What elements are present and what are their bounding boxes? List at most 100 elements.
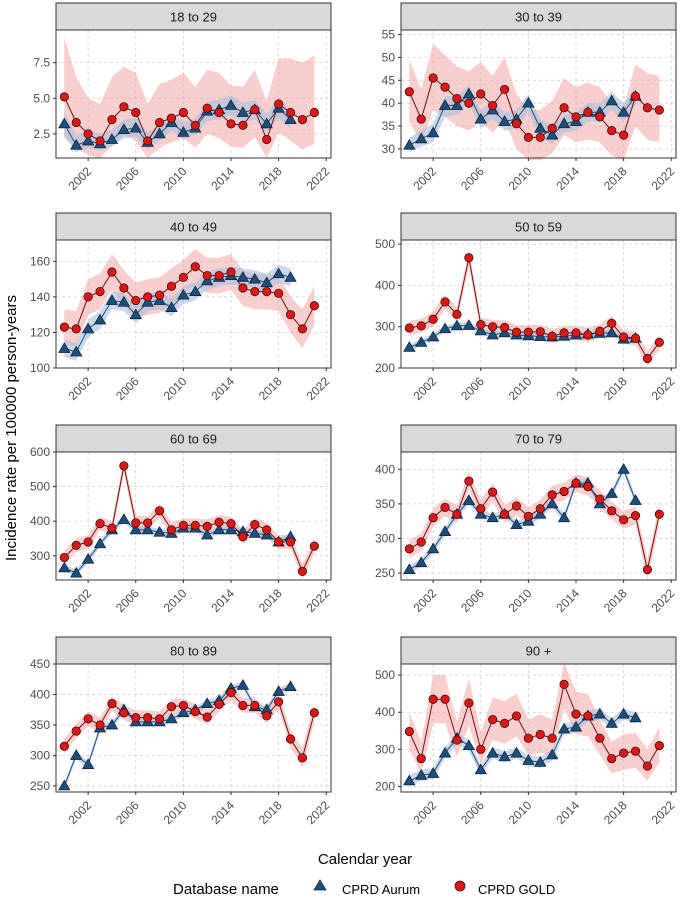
x-tick-label: 2014 — [208, 374, 237, 403]
gold-point-2004 — [107, 699, 117, 709]
aurum-point-2006 — [129, 523, 142, 535]
gold-point-2004 — [107, 115, 117, 125]
y-tick-label: 250 — [30, 779, 50, 793]
aurum-point-2019 — [284, 271, 297, 282]
x-tick-label: 2006 — [458, 586, 487, 615]
aurum-point-2012 — [200, 528, 214, 540]
gold-point-2019 — [630, 91, 641, 101]
gold-point-2020 — [297, 566, 308, 576]
aurum-point-2018 — [617, 105, 630, 117]
aurum-point-2006 — [474, 112, 487, 124]
y-tick-label: 200 — [375, 361, 395, 375]
x-tick-label: 2010 — [506, 586, 535, 615]
aurum-point-2015 — [236, 679, 250, 690]
gold-point-2007 — [488, 100, 498, 111]
gold-point-2008 — [499, 322, 510, 333]
y-tick-label: 300 — [30, 748, 50, 762]
gold-point-2001 — [416, 114, 426, 124]
gold-point-2007 — [143, 518, 153, 528]
aurum-point-2002 — [426, 126, 440, 138]
x-tick-label: 2002 — [410, 374, 439, 403]
gold-point-2012 — [547, 490, 557, 500]
gold-point-2007 — [143, 713, 153, 723]
gold-point-2002 — [428, 73, 438, 83]
gold-point-2018 — [274, 537, 284, 547]
panel-40-to-49: 40 to 49 100 120 140 160 2002 2006 2010 2014 2018… — [30, 212, 333, 403]
gold-point-2018 — [274, 99, 284, 109]
gold-point-2021 — [654, 741, 664, 751]
gold-series-line — [63, 691, 315, 760]
y-tick-label: 45 — [382, 73, 396, 87]
gold-point-2000 — [59, 552, 69, 563]
panel-border — [400, 451, 677, 581]
gold-point-2019 — [630, 746, 641, 756]
y-tick-label: 500 — [375, 668, 395, 682]
aurum-point-2005 — [462, 319, 476, 330]
x-tick-label: 2010 — [506, 164, 535, 193]
gold-point-2011 — [535, 504, 545, 514]
gold-point-2000 — [404, 726, 414, 737]
gold-point-2021 — [654, 337, 664, 347]
gold-point-2002 — [428, 513, 438, 523]
gold-point-2015 — [238, 700, 248, 711]
x-tick-label: 2006 — [113, 164, 142, 193]
aurum-point-2000 — [403, 774, 416, 786]
x-tick-label: 2022 — [304, 374, 333, 403]
y-tick-label: 400 — [375, 278, 395, 292]
aurum-point-2018 — [272, 685, 285, 696]
aurum-point-2016 — [593, 707, 607, 719]
gold-point-2012 — [547, 733, 557, 743]
gold-point-2014 — [571, 112, 581, 122]
panel-border — [400, 29, 677, 159]
aurum-point-2009 — [165, 301, 178, 312]
y-tick-label: 100 — [30, 361, 50, 375]
gold-point-2005 — [464, 698, 474, 708]
aurum-point-2003 — [438, 746, 452, 758]
aurum-point-2003 — [438, 99, 452, 110]
gold-point-2008 — [499, 84, 510, 95]
x-tick-label: 2006 — [113, 586, 142, 615]
gold-point-2016 — [595, 494, 605, 504]
x-tick-label: 2014 — [553, 164, 582, 193]
gold-point-2010 — [178, 272, 188, 282]
aurum-point-2006 — [129, 121, 142, 133]
aurum-point-2014 — [224, 99, 238, 110]
gold-point-2002 — [83, 129, 93, 139]
x-tick-label: 2022 — [649, 586, 678, 615]
aurum-point-2001 — [70, 138, 83, 150]
aurum-point-2012 — [545, 128, 559, 140]
gold-series-line — [63, 465, 315, 573]
aurum-point-2009 — [165, 712, 178, 724]
gold-point-2012 — [547, 331, 557, 341]
aurum-point-2011 — [534, 507, 547, 519]
panel-strip — [400, 2, 677, 31]
gold-point-2005 — [464, 253, 474, 263]
gold-point-2005 — [119, 461, 129, 471]
gold-point-2008 — [499, 509, 510, 519]
gold-point-2013 — [559, 328, 569, 338]
aurum-point-2006 — [129, 308, 142, 320]
gold-point-2017 — [262, 525, 272, 535]
gold-point-2012 — [202, 103, 212, 113]
gold-point-2013 — [559, 679, 569, 690]
x-tick-label: 2014 — [553, 798, 582, 827]
gold-point-2021 — [309, 301, 319, 311]
aurum-point-2013 — [557, 722, 571, 734]
panel-title: 40 to 49 — [170, 220, 217, 235]
panel-title: 18 to 29 — [170, 10, 217, 25]
aurum-point-2017 — [605, 487, 618, 498]
x-axis-title: Calendar year — [318, 851, 412, 868]
gold-point-2014 — [571, 709, 581, 719]
gold-point-2017 — [262, 711, 272, 721]
panel-title: 70 to 79 — [515, 432, 562, 447]
gold-point-2013 — [559, 486, 569, 497]
y-tick-label: 40 — [382, 96, 396, 110]
aurum-point-2010 — [177, 706, 190, 718]
aurum-point-2006 — [474, 507, 487, 519]
y-tick-label: 300 — [30, 549, 50, 563]
aurum-point-2007 — [486, 746, 499, 758]
aurum-point-2004 — [105, 294, 119, 305]
aurum-point-2013 — [557, 117, 571, 129]
gold-point-2018 — [619, 332, 629, 342]
x-tick-label: 2022 — [649, 164, 678, 193]
